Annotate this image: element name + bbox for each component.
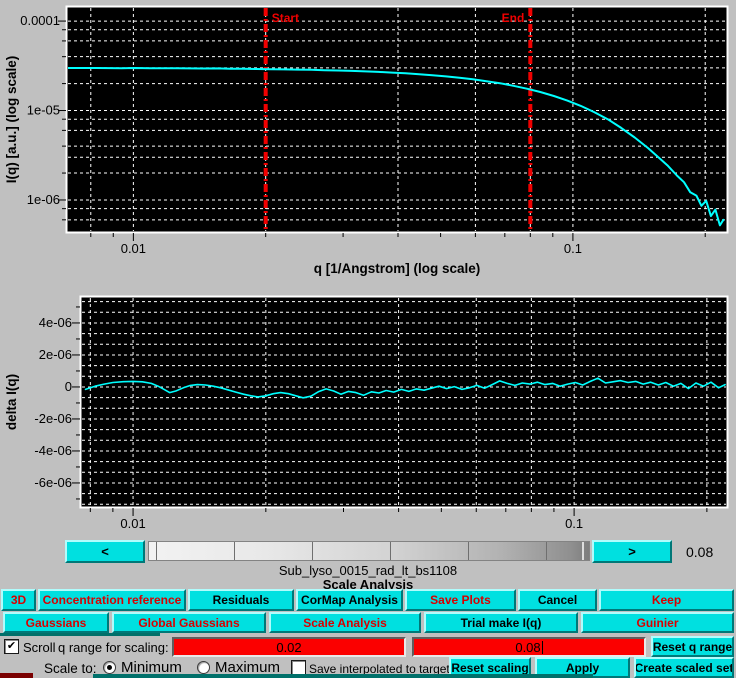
button-scale-analysis[interactable]: Scale Analysis — [269, 612, 421, 633]
y-tick-label: -2e-06 — [34, 411, 72, 426]
y-tick-label: -4e-06 — [34, 443, 72, 458]
section-title: Scale Analysis — [322, 577, 414, 592]
button-trial-make-iq[interactable]: Trial make I(q) — [424, 612, 578, 633]
x-tick-label: 0.1 — [565, 516, 583, 531]
x-axis-title: q [1/Angstrom] (log scale) — [314, 261, 481, 276]
create-scaled-set-button[interactable]: Create scaled set — [634, 657, 734, 678]
y-tick-label: 2e-06 — [39, 347, 72, 362]
y-tick-label: 1e-06 — [27, 192, 60, 207]
y-axis-title: I(q) [a.u.] (log scale) — [4, 56, 19, 184]
iq-plot[interactable]: Start End 0.01 0.1 0.0001 1e-05 1e-06 q [1/Angs… — [0, 0, 736, 283]
q-max-field[interactable]: 0.08 — [412, 637, 646, 657]
scroll-right-button[interactable]: > — [592, 540, 672, 563]
button-residuals[interactable]: Residuals — [188, 589, 294, 611]
slider-tick — [234, 542, 235, 560]
q-min-field[interactable]: 0.02 — [172, 637, 406, 657]
current-file-label: Sub_lyso_0015_rad_lt_bs1108 — [278, 563, 458, 578]
minimum-radio-label[interactable]: Minimum — [121, 659, 182, 676]
dark-red-background-strip — [0, 673, 33, 678]
scroll-value: 0.08 — [686, 544, 714, 560]
slider-tick — [156, 542, 157, 560]
plot1-curve — [68, 67, 725, 227]
reset-q-range-button[interactable]: Reset q range — [651, 636, 734, 657]
button-save-plots[interactable]: Save Plots — [405, 589, 516, 611]
reset-scaling-button[interactable]: Reset scaling — [449, 657, 531, 678]
button-cormap-analysis[interactable]: CorMap Analysis — [296, 589, 403, 611]
slider-tick — [468, 542, 469, 560]
button-guinier[interactable]: Guinier — [581, 612, 734, 633]
text-cursor — [541, 640, 543, 654]
x-tick-label: 0.01 — [120, 516, 145, 531]
slider-tick — [390, 542, 391, 560]
teal-background-strip — [93, 674, 593, 678]
y-tick-label: 1e-05 — [27, 103, 60, 118]
x-tick-label: 0.1 — [564, 241, 582, 256]
button-keep[interactable]: Keep — [599, 589, 734, 611]
q-range-label: q range for scaling: — [58, 640, 169, 655]
maximum-radio-label[interactable]: Maximum — [215, 659, 281, 676]
plot2-canvas[interactable] — [79, 295, 729, 509]
button-global-gaussians[interactable]: Global Gaussians — [112, 612, 266, 633]
scroll-left-button[interactable]: < — [65, 540, 145, 563]
position-slider[interactable] — [148, 541, 590, 561]
scroll-checkbox[interactable]: ✔ — [4, 639, 19, 654]
plot2-grid-layer — [82, 298, 726, 506]
end-marker-label: End — [502, 11, 525, 25]
y-tick-label: 4e-06 — [39, 315, 72, 330]
scroll-checkbox-label: Scroll — [23, 640, 56, 655]
save-interpolated-label: Save interpolated to target — [309, 662, 450, 676]
button-concentration-reference[interactable]: Concentration reference — [38, 589, 186, 611]
y-tick-label: 0.0001 — [20, 13, 60, 28]
slider-handle-mark — [582, 542, 584, 560]
slider-tick — [546, 542, 547, 560]
q-min-value: 0.02 — [276, 639, 302, 655]
save-interpolated-checkbox[interactable] — [291, 660, 306, 675]
teal-background-strip — [0, 633, 160, 636]
start-marker-label: Start — [272, 11, 299, 25]
y-tick-label: 0 — [65, 379, 72, 394]
button-3d[interactable]: 3D — [1, 589, 36, 611]
slider-tick — [312, 542, 313, 560]
x-tick-label: 0.01 — [121, 241, 146, 256]
q-max-value: 0.08 — [515, 639, 541, 655]
maximum-radio[interactable] — [197, 661, 210, 674]
button-gaussians[interactable]: Gaussians — [3, 612, 109, 633]
minimum-radio[interactable] — [103, 661, 116, 674]
plot2-curve — [84, 377, 726, 399]
button-cancel[interactable]: Cancel — [518, 589, 597, 611]
plot1-grid-layer — [68, 8, 726, 231]
residuals-plot[interactable]: 0.01 0.1 4e-06 2e-06 0 -2e-06 -4e-06 -6e-06 delt… — [0, 283, 736, 537]
y-axis-title: delta I(q) — [4, 374, 19, 430]
y-tick-label: -6e-06 — [34, 475, 72, 490]
scale-to-label: Scale to: — [44, 661, 97, 676]
